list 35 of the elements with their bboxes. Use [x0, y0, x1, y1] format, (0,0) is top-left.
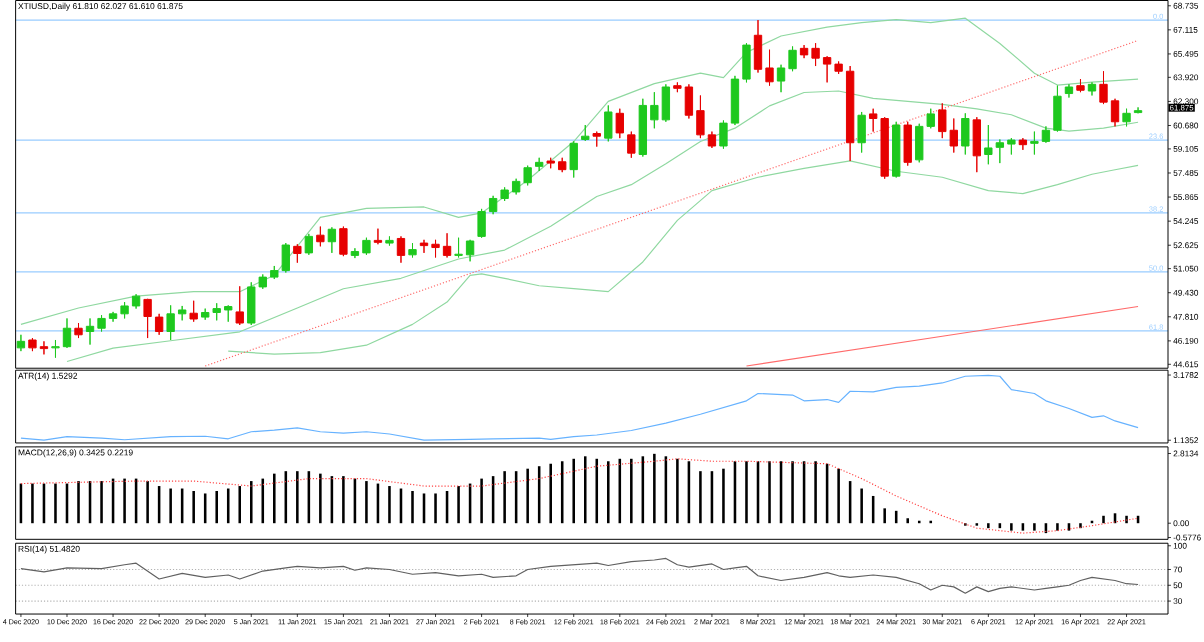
candlestick	[327, 227, 337, 254]
candlestick	[316, 226, 325, 248]
line-series	[227, 160, 1139, 355]
candlestick	[1133, 107, 1143, 115]
candlestick	[569, 141, 578, 179]
candlestick	[892, 121, 901, 179]
candlestick	[373, 228, 383, 245]
line-series	[66, 90, 1139, 363]
candlestick	[615, 108, 624, 139]
candlestick	[235, 286, 244, 326]
candlestick	[604, 105, 613, 143]
candlestick	[74, 322, 83, 339]
candlestick	[627, 131, 636, 159]
candlestick	[903, 121, 912, 167]
candlestick	[304, 233, 314, 256]
line-series	[20, 17, 1139, 326]
candlestick	[293, 243, 302, 264]
candlestick	[16, 334, 26, 352]
candlestick	[385, 236, 394, 247]
candlestick	[592, 131, 601, 148]
candlestick	[961, 113, 970, 156]
candlestick	[535, 157, 544, 172]
candlestick	[1122, 108, 1131, 128]
candlestick	[1087, 82, 1097, 97]
candlestick	[1076, 78, 1085, 93]
candlestick	[581, 124, 590, 142]
candlestick	[972, 116, 981, 173]
candlestick	[396, 236, 406, 264]
candlestick	[1018, 137, 1028, 151]
candlestick	[857, 111, 866, 154]
candlestick	[1064, 84, 1074, 99]
candlestick	[339, 226, 348, 257]
line-series	[20, 458, 1139, 534]
candlestick	[408, 242, 417, 259]
candlestick	[189, 300, 198, 323]
